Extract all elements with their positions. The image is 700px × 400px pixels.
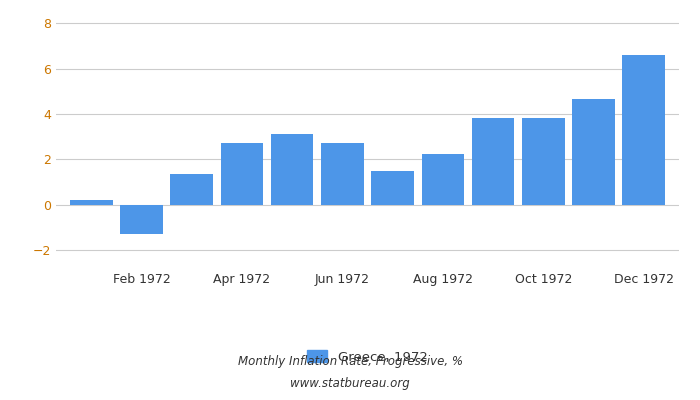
Bar bbox=[271, 134, 314, 204]
Bar bbox=[472, 118, 514, 204]
Bar bbox=[170, 174, 213, 204]
Bar bbox=[120, 204, 163, 234]
Bar bbox=[371, 170, 414, 204]
Bar bbox=[220, 143, 263, 204]
Bar bbox=[622, 55, 665, 204]
Bar bbox=[421, 154, 464, 204]
Bar bbox=[70, 200, 113, 204]
Text: www.statbureau.org: www.statbureau.org bbox=[290, 378, 410, 390]
Bar bbox=[321, 143, 364, 204]
Bar bbox=[522, 118, 565, 204]
Legend: Greece, 1972: Greece, 1972 bbox=[302, 345, 433, 369]
Bar bbox=[572, 99, 615, 204]
Text: Monthly Inflation Rate, Progressive, %: Monthly Inflation Rate, Progressive, % bbox=[237, 356, 463, 368]
